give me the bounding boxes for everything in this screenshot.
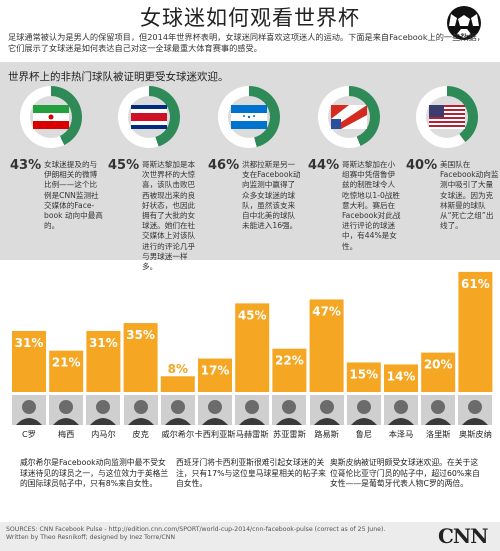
bar-梅西 — [49, 350, 84, 392]
player-name: 苏亚雷斯 — [273, 429, 306, 439]
team-donut-iran — [20, 86, 82, 148]
player-photo-icon — [384, 395, 418, 425]
player-photo-icon — [458, 395, 493, 425]
team-percent: 45% — [108, 158, 140, 173]
flag-usa2-icon — [429, 105, 465, 129]
soccer-ball-icon — [447, 6, 481, 40]
bar-label: 35% — [126, 328, 155, 342]
team-desc: 洪都拉斯是另一支在Facebook动向监测中赢得了众多女球迷的球队，虽然该支来自… — [242, 160, 301, 231]
player-name: 卡西利亚斯 — [194, 429, 236, 439]
bar-威尔希尔 — [160, 376, 195, 392]
player-name: C罗 — [22, 429, 36, 439]
team-donut-costarica — [118, 86, 180, 148]
player-name: 路易斯 — [314, 429, 339, 439]
bar-label: 45% — [238, 308, 267, 322]
bar-马赫雷斯 — [235, 303, 270, 392]
player-photo-icon — [12, 395, 46, 425]
player-photo-icon — [198, 395, 232, 425]
player-name: 威尔希尔 — [161, 429, 195, 439]
team-percent: 44% — [308, 158, 340, 173]
player-name: 梅西 — [57, 429, 75, 439]
player-photo-icon — [309, 395, 344, 425]
player-photo-icon — [49, 395, 84, 425]
player-photo-icon — [160, 395, 195, 425]
team-desc: 女球迷提及的与伊朗相关的微博比例——这个比例是CNN监测社交媒体的Face-bo… — [44, 160, 103, 231]
bar-label: 20% — [424, 358, 453, 372]
sources: SOURCES: CNN Facebook Pulse - http://edi… — [6, 526, 385, 542]
team-donut-usa — [318, 86, 380, 148]
team-desc: 哥斯达黎加是本次世界杯的大惊喜，该队击败巴西被现出来的良好状态，也因此拥有了大批… — [142, 160, 196, 272]
bar-label: 31% — [15, 336, 44, 350]
intro-text: 足球通常被认为是男人的保留项目，但2014年世界杯表明，女球迷同样喜欢这项迷人的… — [8, 32, 485, 53]
bar-label: 21% — [52, 356, 81, 370]
bar-label: 17% — [201, 364, 230, 378]
player-name: 本泽马 — [388, 429, 414, 439]
bar-皮克 — [123, 323, 158, 392]
bar-label: 8% — [168, 362, 188, 376]
player-name: 奥斯皮纳 — [459, 429, 492, 439]
bar-label: 47% — [312, 304, 341, 318]
bar-label: 22% — [275, 354, 304, 368]
bar-路易斯 — [309, 299, 344, 392]
bar-label: 14% — [387, 369, 416, 383]
player-photo-icon — [235, 395, 270, 425]
flag-honduras-icon — [231, 105, 267, 129]
team-percent: 43% — [10, 158, 42, 173]
bar-label: 31% — [89, 336, 118, 350]
bar-label: 15% — [349, 367, 378, 381]
player-name: 鲁尼 — [355, 429, 372, 439]
section-title: 世界杯上的非热门球队被证明更受女球迷欢迎。 — [8, 71, 229, 83]
player-photo-icon — [421, 395, 456, 425]
bar-内马尔 — [86, 330, 121, 392]
team-donut-honduras — [218, 86, 280, 148]
sources-text: SOURCES: CNN Facebook Pulse - http://edi… — [6, 526, 386, 533]
flag-iran-icon — [33, 105, 69, 129]
bar-本泽马 — [384, 364, 418, 392]
bar-卡西利亚斯 — [198, 358, 232, 392]
bar-鲁尼 — [346, 362, 381, 392]
player-name: 马赫雷斯 — [235, 429, 269, 439]
note-casillas: 西班牙门将卡西利亚斯很难引起女球迷的关注，只有17%与这位皇马球星相关的帖子来自… — [176, 458, 326, 488]
bar-奥斯皮纳 — [458, 271, 493, 392]
player-photo-icon — [346, 395, 381, 425]
player-name: 洛里斯 — [425, 429, 451, 439]
cnn-logo: CNN — [438, 524, 488, 548]
player-photo-icon — [272, 395, 307, 425]
player-name: 内马尔 — [91, 429, 116, 439]
bar-洛里斯 — [421, 352, 456, 392]
team-desc: 美国队在Facebook动向监测中吸引了大量女球迷。因为克林斯曼的球队从“死亡之… — [440, 160, 499, 231]
page-title: 女球迷如何观看世界杯 — [140, 6, 360, 30]
note-wilshere: 威尔希尔是Facebook动向监测中最不受女球迷待见的球员之一，与这位效力于英格… — [20, 458, 169, 488]
player-photo-icon — [123, 395, 158, 425]
player-photo-icon — [86, 395, 121, 425]
credits-text: Written by Theo Resnikoff; designed by I… — [6, 534, 175, 541]
team-percent: 40% — [406, 158, 438, 173]
footer — [0, 522, 500, 551]
note-ospina: 奥斯皮纳被证明颇受女球迷欢迎。在关于这位哥伦比亚守门员的帖子中，超过60%来自女… — [330, 458, 480, 488]
flag-usa-icon — [331, 105, 367, 129]
player-name: 皮克 — [132, 429, 149, 439]
team-donut-usa2 — [416, 86, 478, 148]
bar-C罗 — [12, 330, 46, 392]
flag-costarica-icon — [131, 105, 167, 129]
team-desc: 哥斯达黎加在小组赛中凭借鲁伊兹的制胜球令人吃惊地以1-0战胜意大利。赛后在Fac… — [342, 160, 401, 251]
bar-chart: 31% 21% 31% 35% 8% 17% 45% 22% 47% 15% 14% 20% 61% — [12, 271, 493, 392]
bar-label: 61% — [461, 277, 490, 291]
bar-苏亚雷斯 — [272, 348, 307, 392]
team-percent: 46% — [208, 158, 240, 173]
